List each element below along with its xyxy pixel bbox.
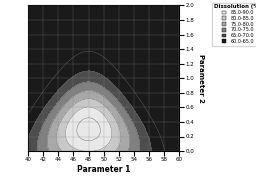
Legend: 85.0-90.0, 80.0-85.0, 75.0-80.0, 70.0-75.0, 65.0-70.0, 60.0-65.0: 85.0-90.0, 80.0-85.0, 75.0-80.0, 70.0-75… [212,3,256,46]
X-axis label: Parameter 1: Parameter 1 [77,165,130,174]
Y-axis label: Parameter 2: Parameter 2 [198,54,204,103]
